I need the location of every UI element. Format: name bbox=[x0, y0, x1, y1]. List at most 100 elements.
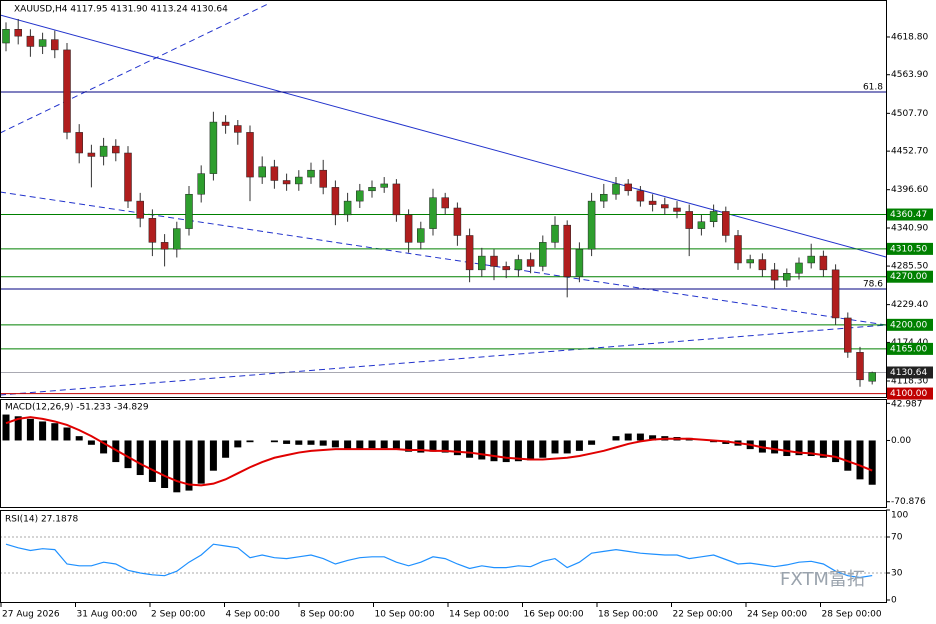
macd-bar bbox=[844, 440, 852, 471]
macd-bar bbox=[234, 440, 242, 448]
candle-body bbox=[697, 221, 706, 229]
price-panel-border bbox=[0, 0, 887, 398]
candle-body bbox=[331, 187, 340, 216]
candle-body bbox=[587, 200, 596, 250]
rsi-panel-border bbox=[0, 510, 887, 603]
candle-body bbox=[429, 197, 437, 229]
macd-bar bbox=[832, 440, 840, 463]
macd-bar bbox=[161, 440, 169, 488]
macd-bar bbox=[588, 440, 596, 445]
level-tag bbox=[887, 208, 933, 221]
candle-body bbox=[453, 207, 462, 236]
macd-bar bbox=[441, 440, 449, 453]
y-tick-label: 70 bbox=[891, 533, 903, 543]
current-price-tag bbox=[887, 366, 933, 379]
macd-bar bbox=[783, 440, 791, 457]
x-tick-label: 16 Sep 00:00 bbox=[524, 610, 584, 620]
candle-body bbox=[319, 169, 327, 188]
macd-bar bbox=[405, 440, 413, 452]
candle-body bbox=[844, 317, 852, 353]
candle-body bbox=[746, 259, 754, 264]
candle-body bbox=[221, 121, 230, 126]
candle-body bbox=[783, 273, 791, 281]
macd-bar bbox=[856, 440, 864, 480]
macd-bar bbox=[368, 440, 376, 449]
level-label: 4165.00 bbox=[890, 344, 927, 354]
level-tag bbox=[887, 387, 933, 400]
y-tick-label: 0 bbox=[891, 596, 897, 606]
macd-bar bbox=[539, 440, 547, 458]
candle-body bbox=[75, 132, 83, 154]
candle-body bbox=[685, 211, 693, 229]
x-tick-label: 22 Sep 00:00 bbox=[673, 610, 733, 620]
level-tag bbox=[887, 342, 933, 355]
level-label: 4270.00 bbox=[890, 272, 927, 282]
macd-bar bbox=[490, 440, 498, 462]
candle-body bbox=[63, 49, 71, 133]
macd-bar bbox=[295, 440, 303, 445]
level-label: 4100.00 bbox=[890, 389, 927, 399]
y-tick-label: 4618.80 bbox=[891, 32, 928, 42]
macd-bar bbox=[63, 427, 71, 441]
candle-body bbox=[173, 228, 181, 250]
candle-body bbox=[2, 29, 10, 44]
macd-bar bbox=[51, 423, 59, 441]
candle-body bbox=[600, 193, 608, 202]
macd-bar bbox=[100, 440, 108, 454]
macd-bar bbox=[173, 440, 181, 493]
macd-bar bbox=[87, 440, 95, 445]
candle-body bbox=[160, 242, 169, 250]
macd-bar bbox=[14, 416, 22, 441]
candle-body bbox=[551, 224, 559, 243]
macd-bar bbox=[380, 440, 388, 449]
candle-body bbox=[270, 166, 279, 181]
candle-body bbox=[38, 39, 47, 47]
macd-panel-border bbox=[0, 399, 887, 508]
candle-body bbox=[868, 372, 876, 382]
candle-body bbox=[26, 35, 35, 47]
candle-body bbox=[648, 200, 657, 205]
x-tick-label: 18 Sep 00:00 bbox=[598, 610, 658, 620]
candle-body bbox=[539, 242, 547, 267]
y-tick-label: 4229.40 bbox=[891, 300, 928, 310]
candle-body bbox=[148, 218, 157, 243]
candle-body bbox=[380, 183, 388, 188]
rsi-line bbox=[5, 543, 873, 579]
y-tick-label: 4285.50 bbox=[891, 262, 928, 272]
macd-bar bbox=[344, 440, 352, 450]
x-tick-label: 14 Sep 00:00 bbox=[449, 610, 509, 620]
candle-body bbox=[392, 183, 401, 216]
y-tick-label: 4118.30 bbox=[891, 376, 928, 386]
fibo-label: 61.8 bbox=[863, 82, 883, 92]
macd-bar bbox=[283, 440, 291, 444]
level-label: 4310.50 bbox=[890, 244, 927, 254]
macd-bar bbox=[209, 440, 217, 471]
candle-body bbox=[478, 255, 486, 271]
macd-bar bbox=[307, 440, 315, 445]
y-tick-label: 100 bbox=[891, 511, 908, 521]
candle-body bbox=[514, 259, 523, 271]
macd-bar bbox=[319, 440, 327, 446]
candle-body bbox=[307, 169, 315, 178]
candle-body bbox=[734, 235, 742, 264]
candle-body bbox=[234, 125, 242, 133]
candle-body bbox=[636, 190, 645, 202]
y-tick-label: 4507.70 bbox=[891, 109, 928, 119]
macd-bar bbox=[124, 440, 132, 469]
macd-bar bbox=[624, 433, 632, 441]
rsi-title: RSI(14) 27.1878 bbox=[5, 515, 78, 525]
x-tick-label: 31 Aug 00:00 bbox=[77, 610, 138, 620]
macd-bar bbox=[466, 440, 474, 458]
candle-body bbox=[368, 187, 376, 192]
level-label: 4200.00 bbox=[890, 320, 927, 330]
macd-bar bbox=[148, 440, 156, 482]
candle-body bbox=[856, 352, 864, 381]
y-tick-label: 4563.90 bbox=[891, 70, 928, 80]
candle-body bbox=[624, 183, 632, 192]
macd-bar bbox=[75, 436, 83, 441]
macd-bar bbox=[331, 440, 339, 448]
macd-bar bbox=[39, 421, 47, 441]
macd-bar bbox=[453, 440, 461, 456]
macd-bar bbox=[478, 440, 486, 460]
